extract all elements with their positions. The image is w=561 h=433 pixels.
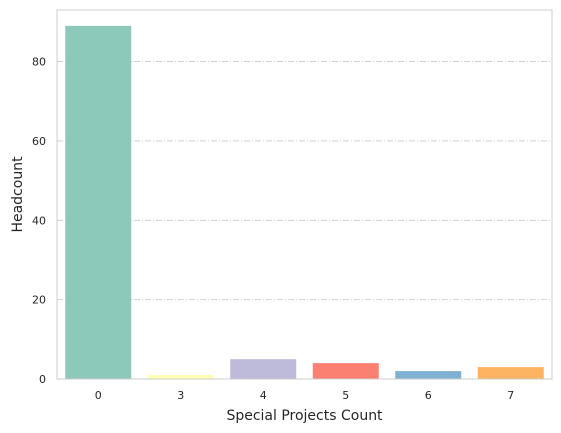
- x-tick-label: 5: [342, 389, 349, 402]
- x-tick-label: 3: [177, 389, 184, 402]
- y-axis-ticks: 0 20 40 60 80: [32, 56, 46, 386]
- bar-4: [230, 359, 297, 379]
- bars: [65, 25, 544, 379]
- x-tick-label: 6: [425, 389, 432, 402]
- y-axis-label: Headcount: [10, 156, 26, 233]
- y-tick-label: 20: [32, 294, 46, 307]
- bar-3: [147, 375, 214, 379]
- bar-7: [477, 367, 544, 379]
- x-axis-ticks: 0 3 4 5 6 7: [95, 389, 515, 402]
- grid-lines: [57, 61, 552, 301]
- x-axis-label: Special Projects Count: [226, 408, 383, 424]
- plot-frame: [56, 9, 553, 380]
- y-tick-label: 60: [32, 135, 46, 148]
- bar-6: [395, 371, 462, 379]
- bar-0: [65, 25, 132, 379]
- x-tick-label: 7: [507, 389, 514, 402]
- bar-5: [312, 363, 379, 379]
- y-tick-label: 40: [32, 214, 46, 227]
- y-tick-label: 0: [39, 373, 46, 386]
- y-tick-label: 80: [32, 56, 46, 69]
- x-tick-label: 4: [260, 389, 267, 402]
- x-tick-label: 0: [95, 389, 102, 402]
